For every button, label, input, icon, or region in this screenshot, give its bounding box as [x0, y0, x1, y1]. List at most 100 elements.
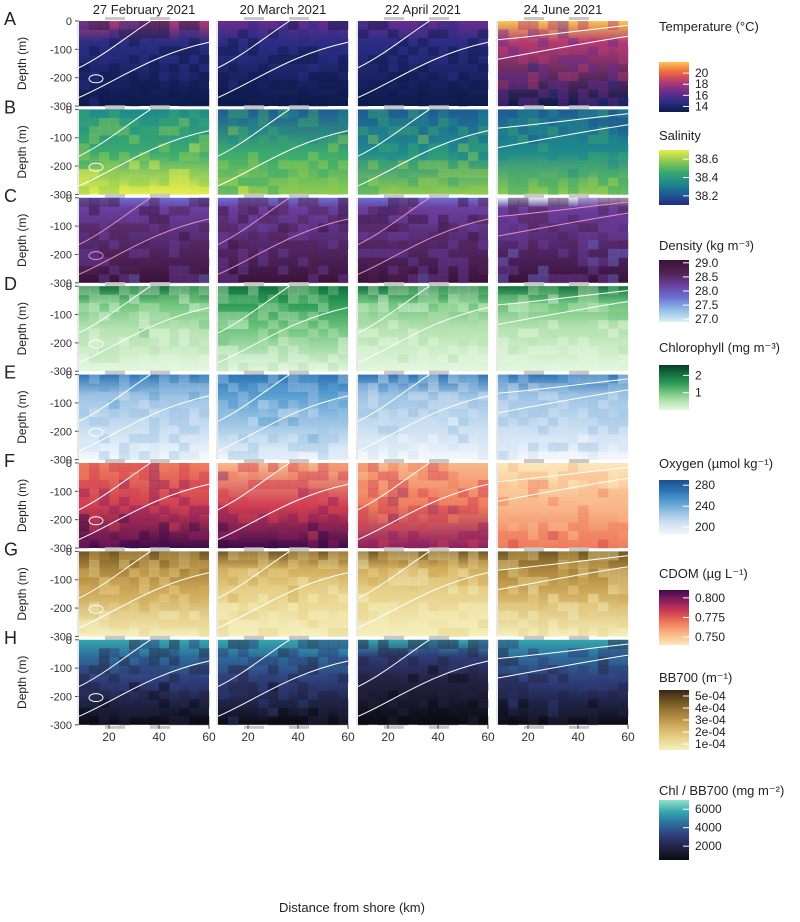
- heatmap-cell: [218, 294, 229, 304]
- heatmap-cell: [308, 408, 319, 418]
- station-mark: [105, 282, 125, 286]
- heatmap-cell: [608, 248, 619, 258]
- heatmap-cell: [328, 177, 339, 187]
- heatmap-cell: [129, 294, 140, 304]
- heatmap-cell: [308, 197, 319, 207]
- heatmap-cell: [79, 109, 90, 119]
- heatmap-cell: [508, 80, 519, 90]
- heatmap-cell: [179, 328, 190, 338]
- heatmap-cell: [368, 328, 379, 338]
- heatmap-cell: [159, 223, 170, 233]
- heatmap-field: [218, 286, 348, 372]
- heatmap-cell: [318, 463, 329, 472]
- heatmap-cell: [478, 286, 489, 296]
- heatmap-panel: [356, 282, 489, 376]
- heatmap-cell: [79, 21, 90, 30]
- heatmap-cell: [308, 585, 319, 595]
- heatmap-cell: [388, 151, 399, 161]
- heatmap-cell: [308, 311, 319, 321]
- heatmap-cell: [388, 117, 399, 127]
- heatmap-cell: [298, 345, 309, 355]
- y-tick-label: -100: [50, 663, 72, 675]
- heatmap-cell: [618, 417, 629, 427]
- heatmap-cell: [558, 568, 569, 578]
- heatmap-cell: [338, 55, 349, 64]
- heatmap-cell: [318, 442, 329, 452]
- heatmap-cell: [428, 488, 439, 498]
- heatmap-cell: [308, 522, 319, 532]
- heatmap-cell: [328, 497, 339, 506]
- heatmap-cell: [608, 463, 619, 472]
- heatmap-cell: [358, 214, 369, 224]
- heatmap-cell: [149, 80, 160, 90]
- heatmap-cell: [268, 716, 279, 726]
- heatmap-cell: [468, 134, 479, 144]
- heatmap-cell: [238, 97, 249, 107]
- heatmap-cell: [298, 716, 309, 726]
- heatmap-cell: [89, 126, 100, 136]
- heatmap-cell: [608, 21, 619, 30]
- heatmap-cell: [538, 442, 549, 452]
- heatmap-cell: [268, 303, 279, 313]
- heatmap-cell: [318, 627, 329, 637]
- heatmap-cell: [169, 206, 180, 216]
- heatmap-cell: [428, 231, 439, 241]
- heatmap-cell: [139, 257, 150, 267]
- heatmap-cell: [518, 97, 529, 107]
- heatmap-cell: [228, 362, 239, 372]
- heatmap-cell: [139, 690, 150, 700]
- heatmap-cell: [189, 610, 200, 620]
- heatmap-cell: [558, 551, 569, 561]
- heatmap-cell: [278, 240, 289, 250]
- station-mark: [105, 370, 125, 374]
- heatmap-cell: [139, 303, 150, 313]
- heatmap-cell: [79, 63, 90, 73]
- heatmap-cell: [159, 337, 170, 347]
- heatmap-cell: [598, 400, 609, 410]
- station-mark: [150, 105, 170, 109]
- heatmap-cell: [169, 383, 180, 393]
- heatmap-cell: [308, 55, 319, 64]
- heatmap-cell: [588, 593, 599, 603]
- heatmap-cell: [588, 151, 599, 161]
- heatmap-cell: [618, 55, 629, 64]
- heatmap-cell: [268, 451, 279, 461]
- station-mark: [524, 193, 544, 197]
- heatmap-cell: [608, 690, 619, 700]
- heatmap-cell: [608, 311, 619, 321]
- heatmap-cell: [139, 602, 150, 612]
- heatmap-cell: [189, 248, 200, 258]
- heatmap-cell: [498, 257, 509, 267]
- heatmap-cell: [258, 434, 269, 444]
- contour-line: [357, 306, 489, 364]
- heatmap-cell: [288, 320, 299, 330]
- heatmap-cell: [358, 231, 369, 241]
- heatmap-cell: [568, 497, 579, 506]
- heatmap-cell: [398, 648, 409, 658]
- station-mark: [289, 549, 309, 552]
- station-mark: [150, 193, 170, 197]
- heatmap-cell: [189, 434, 200, 444]
- heatmap-cell: [79, 480, 90, 489]
- contour-line: [357, 41, 489, 98]
- heatmap-cell: [608, 257, 619, 267]
- station-mark: [569, 547, 589, 551]
- heatmap-cell: [498, 451, 509, 461]
- station-mark: [429, 549, 449, 552]
- heatmap-cell: [378, 63, 389, 73]
- heatmap-cell: [169, 374, 180, 384]
- heatmap-cell: [378, 497, 389, 506]
- heatmap-cell: [478, 585, 489, 595]
- heatmap-cell: [99, 97, 110, 107]
- heatmap-cell: [508, 383, 519, 393]
- heatmap-cell: [248, 206, 259, 216]
- heatmap-cell: [139, 311, 150, 321]
- heatmap-cell: [129, 551, 140, 561]
- heatmap-cell: [228, 531, 239, 540]
- y-tick-label: -300: [50, 366, 72, 378]
- heatmap-cell: [179, 97, 190, 107]
- heatmap-cell: [528, 248, 539, 258]
- heatmap-cell: [248, 627, 259, 637]
- heatmap-cell: [428, 38, 439, 47]
- colorbar-title: Chl / BB700 (mg m⁻²): [659, 783, 784, 798]
